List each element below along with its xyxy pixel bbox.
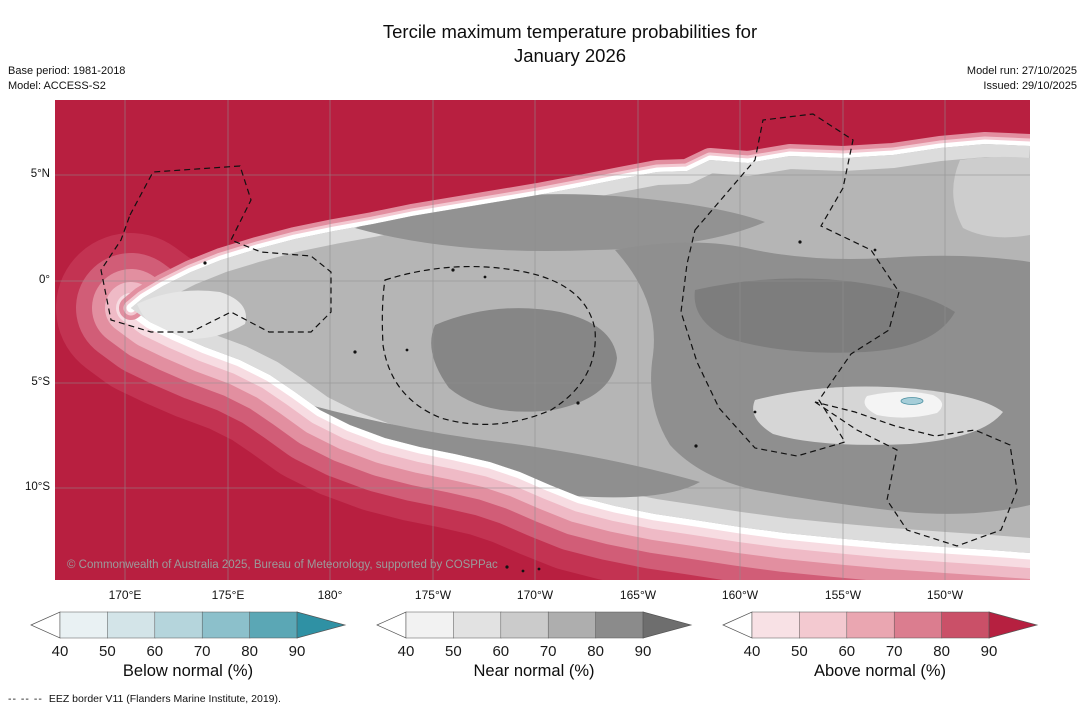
light-gray-patch-right-edge: [953, 156, 1030, 238]
meta-left: Base period: 1981-2018 Model: ACCESS-S2: [8, 64, 125, 94]
meta-right: Model run: 27/10/2025 Issued: 29/10/2025: [967, 64, 1077, 94]
base-period-label: Base period: 1981-2018: [8, 65, 126, 77]
legend-below-seg-80-90: [249, 611, 298, 639]
legend-above-tip-left: [722, 611, 753, 639]
legend-below-seg-70-80: [201, 611, 251, 639]
island-dots: [203, 240, 877, 573]
legend-near-tick-90: 90: [635, 643, 652, 658]
legend-above-title: Above normal (%): [813, 662, 947, 680]
legend-above-tick-80: 80: [933, 643, 950, 658]
legend-near-title: Near normal (%): [473, 662, 595, 680]
legend-above-seg-80-90: [941, 611, 990, 639]
legend-below-seg-60-70: [154, 611, 203, 639]
legend-near-normal: 40 50 60 70 80 90 Near normal (%): [374, 608, 694, 681]
lat-label-5n: 5°N: [30, 168, 50, 180]
legend-below-tick-70: 70: [194, 643, 211, 658]
legend-below-colorbar: 40 50 60 70 80 90: [30, 611, 347, 658]
legend-below-tick-40: 40: [52, 643, 69, 658]
eez-border-southeast: [814, 401, 1018, 547]
lon-label-175e: 175°E: [211, 588, 245, 602]
legend-below-title: Below normal (%): [122, 662, 254, 680]
eez-border-east-tall: [680, 113, 900, 457]
legend-above-seg-60-70: [846, 611, 895, 639]
legend-above-colorbar: 40 50 60 70 80 90: [722, 611, 1039, 658]
legend-near-tick-40: 40: [398, 643, 415, 658]
eez-footer-note: -- -- -- EEZ border V11 (Flanders Marine …: [8, 693, 281, 705]
eez-borders: [100, 113, 1018, 547]
eez-dash-sample: -- -- --: [8, 693, 43, 705]
legend-above-tick-70: 70: [886, 643, 903, 658]
below-normal-spot: [900, 397, 924, 405]
eez-border-center: [381, 265, 596, 425]
legend-above-tip-right: [988, 611, 1039, 639]
legend-above-tick-90: 90: [981, 643, 998, 658]
lat-label-10s: 10°S: [24, 481, 50, 493]
white-patch-southeast: [864, 391, 943, 418]
legend-above-tick-50: 50: [791, 643, 808, 658]
legend-above-seg-40-50: [751, 611, 801, 639]
copyright-text: © Commonwealth of Australia 2025, Bureau…: [67, 559, 498, 571]
lon-label-160w: 160°W: [721, 588, 759, 602]
legend-below-tick-90: 90: [289, 643, 306, 658]
legend-near-tick-50: 50: [445, 643, 462, 658]
legend-above-tick-40: 40: [744, 643, 761, 658]
legend-near-seg-40-50: [405, 611, 455, 639]
map-canvas: © Commonwealth of Australia 2025, Bureau…: [55, 100, 1030, 580]
legend-near-tick-60: 60: [492, 643, 509, 658]
page-title: Tercile maximum temperature probabilitie…: [85, 20, 1055, 68]
legend-below-tick-60: 60: [146, 643, 163, 658]
legend-near-seg-80-90: [595, 611, 644, 639]
light-gray-patch-apex: [137, 290, 246, 340]
model-run-label: Model run: 27/10/2025: [966, 65, 1077, 77]
darker-gray-core: [694, 278, 955, 353]
legend-near-seg-70-80: [547, 611, 597, 639]
legend-below-normal: 40 50 60 70 80 90 Below normal (%): [28, 608, 348, 681]
eez-label: EEZ border V11 (Flanders Marine Institut…: [48, 693, 281, 705]
legend-above-tick-60: 60: [838, 643, 855, 658]
lon-label-165w: 165°W: [619, 588, 657, 602]
legend-near-tick-70: 70: [540, 643, 557, 658]
issued-label: Issued: 29/10/2025: [983, 80, 1077, 92]
lon-label-170w: 170°W: [516, 588, 554, 602]
legend-above-seg-70-80: [893, 611, 943, 639]
lon-label-175w: 175°W: [414, 588, 452, 602]
lat-label-0: 0°: [39, 274, 50, 286]
page-title-line1: Tercile maximum temperature probabilitie…: [382, 21, 758, 42]
legend-near-colorbar: 40 50 60 70 80 90: [376, 611, 693, 658]
legend-below-tick-80: 80: [241, 643, 258, 658]
model-label: Model: ACCESS-S2: [8, 80, 106, 92]
legend-near-tip-left: [376, 611, 407, 639]
legend-below-seg-50-60: [107, 611, 156, 639]
page-title-line2: January 2026: [513, 45, 627, 66]
legend-near-tick-80: 80: [587, 643, 604, 658]
dark-gray-blob-bottom: [285, 398, 700, 498]
legend-above-normal: 40 50 60 70 80 90 Above normal (%): [720, 608, 1040, 681]
lon-label-170e: 170°E: [108, 588, 142, 602]
lat-label-5s: 5°S: [31, 376, 50, 388]
legend-near-seg-60-70: [500, 611, 549, 639]
legend-near-tip-right: [642, 611, 693, 639]
legend-below-tip-right: [296, 611, 347, 639]
lon-label-150w: 150°W: [926, 588, 964, 602]
legend-below-tip-left: [30, 611, 61, 639]
legend-near-seg-50-60: [453, 611, 502, 639]
grid-lines: [55, 100, 1030, 580]
eez-border-west: [100, 165, 332, 333]
lon-label-155w: 155°W: [824, 588, 862, 602]
legend-below-seg-40-50: [59, 611, 109, 639]
legend-below-tick-50: 50: [99, 643, 116, 658]
lon-label-180: 180°: [317, 588, 343, 602]
legend-above-seg-50-60: [799, 611, 848, 639]
dark-gray-blob-center: [431, 308, 617, 412]
